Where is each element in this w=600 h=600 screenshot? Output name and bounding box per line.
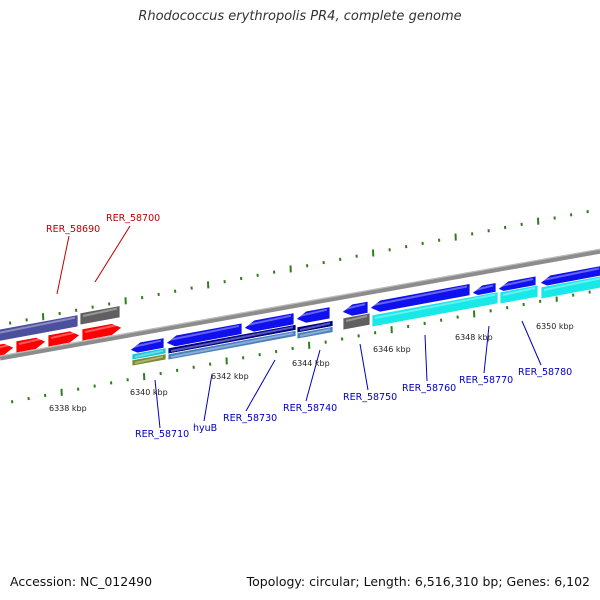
kbp-label: 6338 kbp — [49, 404, 87, 413]
leader-line — [203, 373, 213, 422]
accession-text: Accession: NC_012490 — [10, 574, 153, 589]
gene-highlight — [246, 314, 292, 326]
gene-label[interactable]: RER_58730 — [223, 413, 277, 424]
gene-arrow-g19 — [540, 275, 600, 300]
gene-label[interactable]: hyuB — [193, 423, 217, 434]
gene-highlight — [542, 267, 600, 281]
gene-highlight — [299, 322, 331, 331]
leader-line — [483, 325, 490, 374]
gene-highlight — [298, 308, 328, 317]
gene-arrow-g22 — [167, 329, 297, 361]
page-title: Rhodococcus erythropolis PR4, complete g… — [138, 9, 462, 24]
gene-highlight — [474, 284, 494, 291]
gene-arrow-g2 — [15, 336, 47, 354]
gene-highlight — [50, 331, 78, 339]
gene-arrow-g9 — [243, 312, 295, 333]
gene-label[interactable]: RER_58710 — [135, 429, 189, 440]
gene-highlight — [82, 307, 118, 317]
gene-features — [0, 265, 600, 367]
gene-arrow-g1 — [0, 342, 15, 357]
gene-highlight — [374, 293, 496, 319]
label-leader-lines — [56, 225, 542, 429]
gene-highlight — [345, 315, 368, 322]
kbp-tick-labels: 6338 kbp 6340 kbp 6342 kbp 6344 kbp 6346 kbp… — [49, 322, 574, 413]
genome-summary-text: Topology: circular; Length: 6,516,310 bp… — [246, 574, 590, 589]
gene-label[interactable]: RER_58780 — [518, 367, 572, 378]
kbp-label: 6340 kbp — [130, 388, 168, 397]
gene-highlight — [344, 303, 366, 310]
gene-arrow-g4 — [81, 323, 123, 342]
gene-highlight — [299, 328, 331, 337]
gene-highlight — [168, 324, 240, 341]
gene-arrow-g17 — [371, 291, 499, 328]
gene-highlight — [84, 323, 120, 333]
gene-highlight — [0, 343, 12, 349]
leader-line — [424, 334, 428, 382]
kbp-label: 6344 kbp — [292, 359, 330, 368]
kbp-label: 6348 kbp — [455, 333, 493, 342]
gene-highlight — [170, 326, 294, 352]
leader-line — [359, 343, 369, 391]
leader-line — [305, 349, 321, 402]
leader-line — [56, 235, 70, 295]
genome-backbone — [0, 248, 600, 361]
gene-highlight — [134, 355, 164, 364]
gene-arrow-g25 — [131, 353, 167, 367]
gene-highlight — [18, 337, 44, 345]
scale-ticks-lower — [11, 290, 591, 404]
leader-line — [94, 225, 131, 283]
gene-highlight — [502, 286, 536, 296]
gene-highlight — [0, 316, 76, 334]
gene-arrow-g6 — [79, 305, 121, 326]
gene-highlight — [170, 332, 294, 358]
gene-name-labels: RER_58690 RER_58700 RER_58710 hyuB RER_58730… — [46, 213, 572, 440]
gene-arrow-g16 — [342, 312, 371, 331]
leader-line — [154, 379, 161, 429]
gene-label[interactable]: RER_58700 — [106, 213, 160, 224]
leader-line — [521, 320, 542, 366]
gene-arrow-g18 — [499, 284, 539, 305]
gene-label[interactable]: RER_58770 — [459, 375, 513, 386]
scale-ticks-upper — [9, 210, 589, 325]
gene-arrow-g12 — [369, 283, 471, 313]
kbp-label: 6346 kbp — [373, 345, 411, 354]
backbone-highlight — [0, 248, 600, 357]
gene-highlight — [543, 277, 600, 291]
leader-line — [245, 359, 276, 412]
gene-label[interactable]: RER_58690 — [46, 224, 100, 235]
gene-arrow-g5 — [0, 314, 79, 342]
gene-arrow-g10 — [295, 306, 331, 324]
backbone-line — [0, 248, 600, 361]
gene-arrow-g11 — [341, 300, 369, 317]
gene-highlight — [372, 285, 468, 306]
kbp-label: 6342 kbp — [211, 372, 249, 381]
gene-label[interactable]: RER_58750 — [343, 392, 397, 403]
gene-highlight — [500, 277, 534, 287]
gene-arrow-g3 — [47, 330, 81, 348]
gene-highlight — [134, 349, 164, 358]
gene-label[interactable]: RER_58740 — [283, 403, 337, 414]
gene-arrow-g23 — [296, 325, 334, 340]
gene-label[interactable]: RER_58760 — [402, 383, 456, 394]
gene-highlight — [132, 339, 162, 348]
kbp-label: 6350 kbp — [536, 322, 574, 331]
